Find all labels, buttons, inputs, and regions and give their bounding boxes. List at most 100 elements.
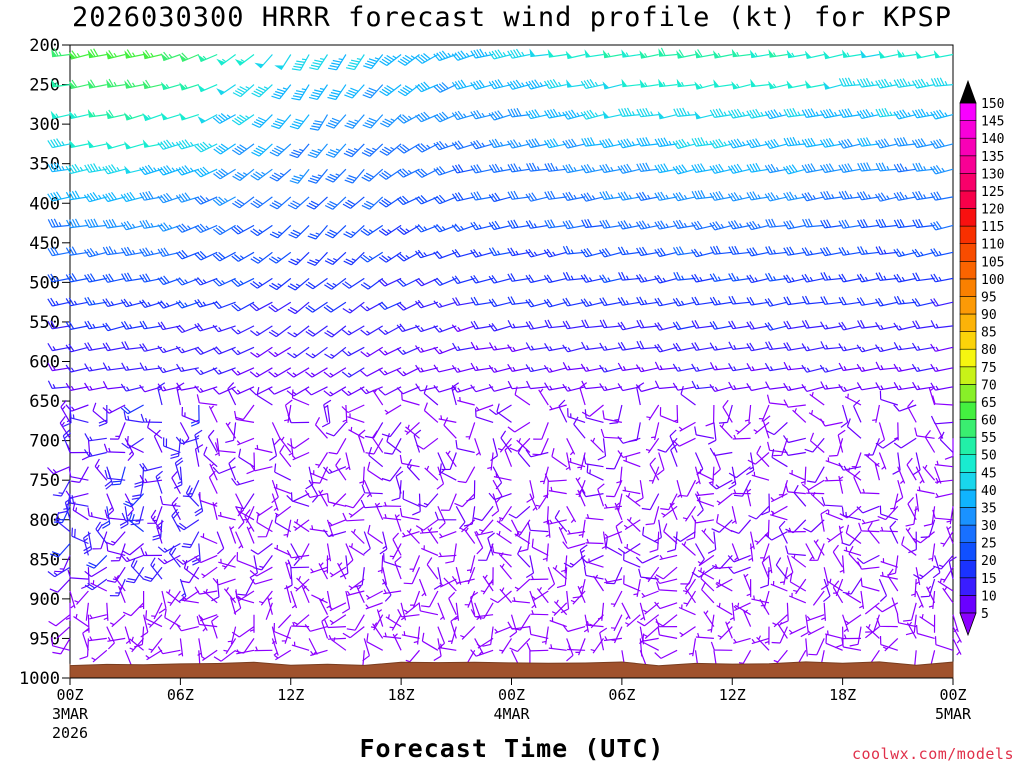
wind-barb-shaft xyxy=(318,562,329,580)
wind-barb-shaft xyxy=(214,442,236,454)
wind-barb-shaft xyxy=(212,196,236,207)
wind-barb xyxy=(912,272,935,282)
wind-barb xyxy=(367,524,384,544)
wind-barb xyxy=(362,114,384,129)
wind-barb xyxy=(801,247,825,256)
wind-barb-shaft xyxy=(191,543,201,566)
wind-barb-shaft xyxy=(194,250,218,261)
wind-barb xyxy=(701,581,715,604)
wind-barb xyxy=(452,297,475,306)
wind-barb xyxy=(770,580,788,592)
wind-barb-shaft xyxy=(254,646,273,652)
wind-barb xyxy=(875,246,898,255)
wind-barb xyxy=(905,527,917,544)
wind-barb-shaft xyxy=(599,297,623,307)
wind-barb-shaft xyxy=(171,508,181,532)
wind-barb-shaft xyxy=(102,362,126,371)
wind-barb xyxy=(930,248,954,257)
wind-barb-shaft xyxy=(875,321,898,331)
wind-barb xyxy=(413,626,421,645)
wind-barb xyxy=(912,190,935,201)
wind-barb-shaft xyxy=(84,273,107,283)
wind-barb-shaft xyxy=(301,585,310,604)
wind-barb xyxy=(857,319,880,329)
wind-barb-shaft xyxy=(727,163,751,174)
wind-barb xyxy=(543,506,549,525)
wind-barb-shaft xyxy=(374,502,384,521)
wind-barb xyxy=(482,626,494,647)
wind-barb xyxy=(236,649,255,655)
wind-barb-shaft xyxy=(635,364,659,373)
wind-barb xyxy=(825,509,843,521)
wind-barb-shaft xyxy=(327,54,347,71)
wind-barb-shaft xyxy=(418,578,427,597)
wind-barb-shaft xyxy=(268,301,292,313)
wind-barb xyxy=(231,626,255,638)
wind-barb-shaft xyxy=(672,138,696,149)
wind-barb-shaft xyxy=(820,341,843,350)
wind-barb xyxy=(551,448,568,468)
wind-barb xyxy=(235,493,255,510)
wind-barb-shaft xyxy=(766,421,788,436)
wind-barb xyxy=(383,513,402,521)
wind-barb xyxy=(617,296,641,306)
wind-barb-shaft xyxy=(654,322,678,331)
wind-barb xyxy=(696,497,715,507)
wind-barb-shaft xyxy=(845,590,862,604)
wind-barb xyxy=(566,79,586,88)
wind-barb xyxy=(930,298,954,307)
wind-barb-shaft xyxy=(509,437,531,452)
wind-barb xyxy=(838,108,862,118)
wind-barb-shaft xyxy=(203,446,218,468)
wind-barb-shaft xyxy=(824,53,843,60)
wind-barb-shaft xyxy=(581,218,604,229)
wind-barb-shaft xyxy=(256,505,273,517)
wind-barb-shaft xyxy=(403,566,421,585)
wind-barb xyxy=(140,547,163,557)
wind-barb xyxy=(544,382,567,391)
wind-barb xyxy=(200,533,218,545)
wind-barb xyxy=(746,296,770,306)
wind-barb-shaft xyxy=(585,514,604,521)
wind-barb-shaft xyxy=(488,79,512,90)
wind-barb xyxy=(768,80,788,90)
wind-barb-shaft xyxy=(231,114,255,126)
wind-barb xyxy=(875,382,898,391)
wind-barb-shaft xyxy=(530,53,549,58)
wind-barb xyxy=(793,484,807,507)
wind-barb xyxy=(525,109,549,120)
wind-barb-shaft xyxy=(380,114,402,128)
wind-barb-shaft xyxy=(396,346,420,355)
wind-barb xyxy=(216,84,236,96)
wind-barb-shaft xyxy=(433,140,457,151)
wind-barb-shaft xyxy=(438,643,457,651)
wind-barb xyxy=(427,527,439,544)
wind-barb xyxy=(421,545,439,556)
wind-barb xyxy=(940,531,954,547)
wind-barb xyxy=(499,587,512,604)
wind-barb-shaft xyxy=(157,165,181,176)
wind-barb-shaft xyxy=(507,273,530,282)
wind-barb xyxy=(654,297,678,307)
wind-barb xyxy=(525,555,535,579)
wind-barb-shaft xyxy=(378,251,402,263)
wind-barb-shaft xyxy=(562,191,586,201)
wind-barb xyxy=(548,486,567,495)
wind-barb-shaft xyxy=(680,385,696,406)
wind-barb-shaft xyxy=(84,342,107,351)
wind-barb-shaft xyxy=(496,518,512,533)
wind-barb-shaft xyxy=(293,519,310,531)
wind-barb-shaft xyxy=(496,530,512,544)
wind-barb-shaft xyxy=(858,522,880,533)
wind-barb xyxy=(123,411,144,423)
wind-barb xyxy=(140,413,163,423)
wind-barb-shaft xyxy=(691,296,714,306)
wind-barb-shaft xyxy=(603,503,622,509)
wind-barb-shaft xyxy=(158,590,167,614)
wind-barb xyxy=(225,422,237,443)
wind-barb xyxy=(635,480,644,503)
wind-barb xyxy=(565,50,586,60)
wind-barb-shaft xyxy=(514,531,531,545)
wind-barb xyxy=(544,219,567,229)
wind-barb-shaft xyxy=(610,590,623,608)
